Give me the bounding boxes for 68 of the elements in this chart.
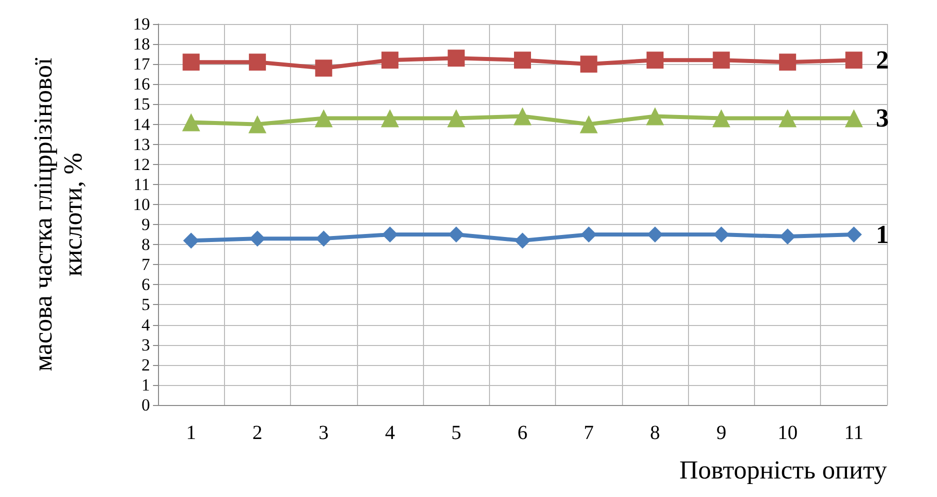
- y-tick-label: 1: [142, 375, 150, 394]
- point: [380, 109, 399, 128]
- point: [846, 226, 862, 243]
- y-tick-label: 16: [133, 74, 150, 94]
- x-tick-label: 3: [318, 422, 329, 444]
- point: [182, 113, 200, 132]
- point: [249, 230, 266, 247]
- series-label: 2: [876, 46, 889, 75]
- y-tick-label: 15: [133, 94, 150, 114]
- point: [844, 109, 863, 128]
- x-axis-title: Повторність опиту: [679, 456, 887, 484]
- point: [248, 115, 266, 134]
- point: [845, 52, 862, 69]
- y-tick-label: 5: [142, 295, 150, 314]
- x-tick-label: 6: [518, 422, 528, 444]
- point: [316, 230, 332, 247]
- series-label: 3: [876, 104, 889, 133]
- y-tick-label: 19: [133, 14, 150, 34]
- series-label: 1: [876, 220, 889, 250]
- y-axis-title: масова частка гліцррізінової кислоти, %: [28, 56, 88, 372]
- y-tick-label: 2: [142, 355, 150, 374]
- y-tick-label: 11: [134, 174, 150, 194]
- point: [448, 226, 464, 243]
- point: [381, 52, 398, 69]
- point: [712, 109, 730, 128]
- x-tick-label: 4: [384, 422, 395, 444]
- point: [713, 226, 730, 243]
- point: [514, 52, 531, 69]
- point: [580, 115, 598, 134]
- x-tick-label: 5: [451, 422, 462, 444]
- y-tick-label: 14: [133, 114, 150, 134]
- point: [182, 54, 200, 71]
- y-tick-label: 17: [133, 54, 150, 74]
- point: [314, 109, 333, 128]
- point: [315, 60, 332, 77]
- y-tick-label: 0: [142, 396, 150, 414]
- y-tick-label: 18: [133, 34, 150, 54]
- x-tick-label: 8: [650, 422, 660, 444]
- point: [183, 232, 200, 249]
- point: [448, 50, 465, 67]
- y-tick-label: 9: [142, 215, 150, 234]
- point: [580, 56, 598, 73]
- point: [779, 54, 796, 71]
- point: [248, 54, 266, 71]
- point: [382, 226, 398, 243]
- x-tick-label: 2: [252, 422, 262, 444]
- x-tick-label: 7: [584, 422, 594, 444]
- y-tick-label: 12: [133, 154, 150, 174]
- y-tick-label: 3: [142, 335, 150, 354]
- point: [646, 107, 664, 126]
- x-tick-label: 1: [186, 422, 196, 444]
- y-tick-label: 7: [142, 255, 150, 274]
- point: [780, 228, 796, 245]
- point: [778, 109, 797, 128]
- point: [514, 232, 530, 249]
- y-tick-label: 10: [133, 194, 150, 214]
- y-tick-label: 8: [142, 235, 150, 254]
- x-tick-label: 11: [844, 422, 864, 444]
- x-tick-label: 10: [778, 422, 798, 444]
- point: [646, 52, 664, 69]
- point: [580, 226, 597, 243]
- point: [447, 109, 466, 128]
- x-tick-label: 9: [716, 422, 726, 444]
- point: [514, 107, 532, 126]
- y-tick-label: 13: [133, 134, 150, 154]
- y-tick-label: 6: [142, 275, 150, 294]
- point: [712, 52, 730, 69]
- y-tick-label: 4: [142, 315, 150, 334]
